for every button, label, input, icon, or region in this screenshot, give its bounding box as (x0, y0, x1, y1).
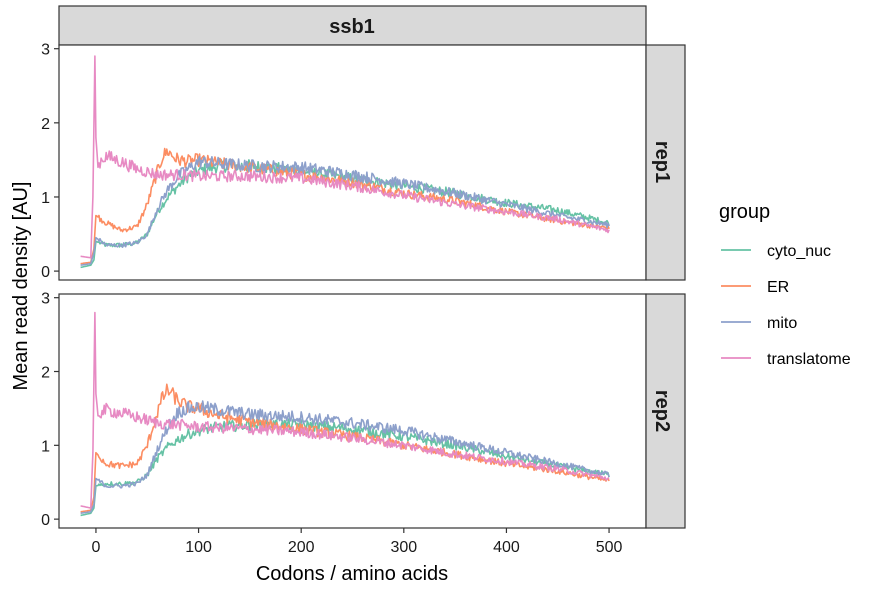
y-tick-label: 2 (41, 365, 50, 382)
legend-label-mito: mito (767, 315, 797, 332)
x-tick-label: 300 (390, 539, 417, 556)
series-line-mito (80, 155, 610, 266)
facet-strip-row-rep2-label: rep2 (651, 390, 673, 432)
panel-rep1 (58, 44, 647, 281)
facet-strip-column (58, 5, 647, 46)
panel-rep1-lines (80, 55, 610, 269)
facet-strip-row-rep2 (645, 293, 686, 529)
legend-title: group (719, 201, 770, 223)
x-tick-label: 200 (288, 539, 315, 556)
legend-label-translatome: translatome (767, 351, 851, 368)
y-tick-label: 1 (41, 190, 50, 207)
y-tick-label: 3 (41, 291, 50, 308)
y-tick-label: 3 (41, 42, 50, 59)
x-tick-label: 500 (596, 539, 623, 556)
x-axis: 0 100 200 300 400 500 (91, 528, 623, 556)
y-axis-rep1: 0 1 2 3 (41, 42, 59, 281)
y-tick-label: 1 (41, 438, 50, 455)
x-axis-title: Codons / amino acids (256, 563, 448, 585)
y-tick-label: 0 (41, 264, 50, 281)
panel-rep2-lines (80, 311, 610, 517)
series-line-mito (80, 400, 610, 514)
facet-strip-row-rep1 (645, 44, 686, 281)
series-line-translatome (80, 311, 610, 509)
facet-strip-row-rep1-label: rep1 (651, 141, 673, 183)
y-axis-rep2: 0 1 2 3 (41, 291, 59, 529)
y-tick-label: 0 (41, 512, 50, 529)
facet-strip-column-label: ssb1 (329, 16, 375, 38)
legend: cyto_nuc ER mito translatome (721, 243, 851, 368)
y-tick-label: 2 (41, 116, 50, 133)
legend-label-cyto_nuc: cyto_nuc (767, 243, 831, 260)
x-tick-label: 0 (91, 539, 100, 556)
panel-rep2 (58, 293, 647, 529)
legend-label-ER: ER (767, 279, 789, 296)
series-line-translatome (80, 55, 610, 259)
y-axis-title: Mean read density [AU] (10, 182, 32, 391)
x-tick-label: 100 (185, 539, 212, 556)
x-tick-label: 400 (493, 539, 520, 556)
